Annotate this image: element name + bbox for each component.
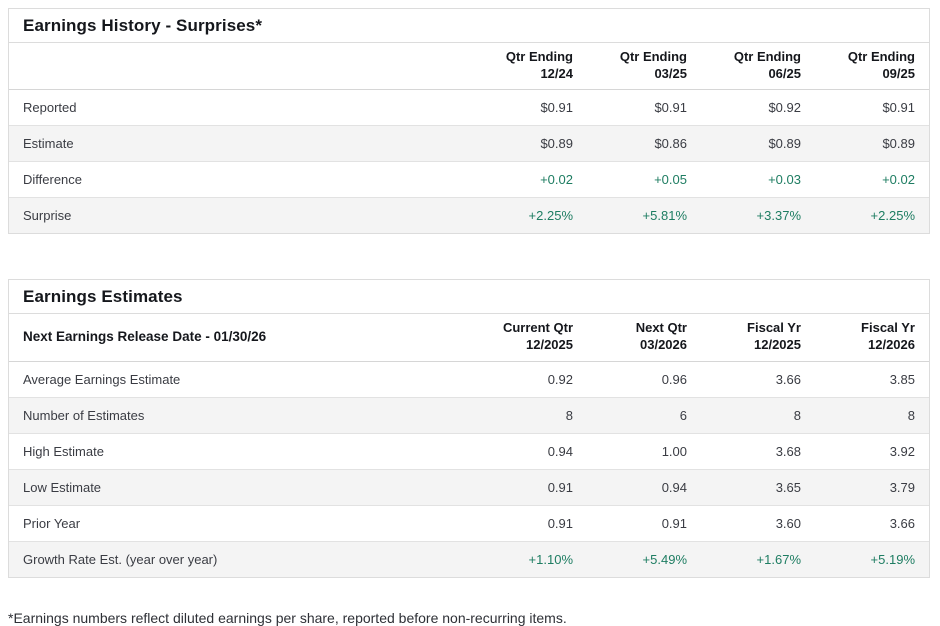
value-cell: +0.02 <box>473 161 587 199</box>
value-cell: 8 <box>473 397 587 434</box>
value-cell: 6 <box>587 397 701 434</box>
column-header-line2: 03/25 <box>654 65 687 81</box>
value-cell: 3.85 <box>815 361 929 398</box>
value-cell: $0.92 <box>701 89 815 127</box>
header-spacer <box>9 43 473 91</box>
earnings-estimates-card: Earnings Estimates Next Earnings Release… <box>8 279 930 578</box>
earnings-history-header-row: Qtr Ending 12/24 Qtr Ending 03/25 Qtr En… <box>9 43 929 91</box>
value-cell: $0.89 <box>701 125 815 163</box>
row-label: Estimate <box>9 125 473 163</box>
row-label: High Estimate <box>9 433 473 470</box>
value-cell: 8 <box>815 397 929 434</box>
table-row-number-of-estimates: Number of Estimates 8 6 8 8 <box>9 397 929 434</box>
value-cell: 8 <box>701 397 815 434</box>
value-cell: +0.03 <box>701 161 815 199</box>
value-cell: 3.66 <box>701 361 815 398</box>
row-label: Surprise <box>23 208 72 224</box>
value-cell: +1.10% <box>528 551 573 567</box>
value-cell: 3.92 <box>815 433 929 470</box>
value-cell: $0.91 <box>473 89 587 127</box>
value-cell: +3.37% <box>756 208 801 224</box>
column-header-line2: 06/25 <box>768 65 801 81</box>
value-cell: +2.25% <box>870 208 915 224</box>
column-header: Qtr Ending 09/25 <box>815 43 929 91</box>
value-cell: 0.91 <box>473 469 587 506</box>
value-cell: 3.65 <box>701 469 815 506</box>
column-header: Next Qtr 03/2026 <box>587 314 701 362</box>
column-header-line1: Fiscal Yr <box>861 320 915 336</box>
column-header-line1: Fiscal Yr <box>747 320 801 336</box>
column-header-line2: 12/2025 <box>754 336 801 352</box>
value-cell: 0.96 <box>587 361 701 398</box>
row-label: Number of Estimates <box>9 397 473 434</box>
row-label: Average Earnings Estimate <box>9 361 473 398</box>
row-label: Prior Year <box>9 505 473 542</box>
row-label: Growth Rate Est. (year over year) <box>23 551 218 567</box>
column-header: Fiscal Yr 12/2025 <box>701 314 815 362</box>
value-cell: 0.91 <box>587 505 701 542</box>
column-header-line2: 12/2026 <box>868 336 915 352</box>
column-header-line2: 03/2026 <box>640 336 687 352</box>
value-cell: 3.68 <box>701 433 815 470</box>
column-header-line1: Qtr Ending <box>847 49 915 64</box>
value-cell: $0.89 <box>815 125 929 163</box>
value-cell: 0.92 <box>473 361 587 398</box>
table-row-reported: Reported $0.91 $0.91 $0.92 $0.91 <box>9 89 929 127</box>
value-cell: 0.94 <box>587 469 701 506</box>
value-cell: $0.91 <box>587 89 701 127</box>
value-cell: +0.02 <box>815 161 929 199</box>
value-cell: +5.81% <box>642 208 687 224</box>
column-header: Qtr Ending 06/25 <box>701 43 815 91</box>
table-row-surprise: Surprise +2.25% +5.81% +3.37% +2.25% <box>9 197 929 234</box>
column-header: Qtr Ending 03/25 <box>587 43 701 91</box>
column-header: Current Qtr 12/2025 <box>473 314 587 362</box>
table-row-low-estimate: Low Estimate 0.91 0.94 3.65 3.79 <box>9 469 929 506</box>
column-header-line1: Next Qtr <box>635 320 687 336</box>
column-header: Fiscal Yr 12/2026 <box>815 314 929 362</box>
value-cell: +0.05 <box>587 161 701 199</box>
value-cell: $0.89 <box>473 125 587 163</box>
column-header: Qtr Ending 12/24 <box>473 43 587 91</box>
table-row-average-earnings-estimate: Average Earnings Estimate 0.92 0.96 3.66… <box>9 361 929 398</box>
next-earnings-release-date: Next Earnings Release Date - 01/30/26 <box>9 314 473 362</box>
table-row-difference: Difference +0.02 +0.05 +0.03 +0.02 <box>9 161 929 199</box>
earnings-footnote: *Earnings numbers reflect diluted earnin… <box>8 609 567 626</box>
earnings-estimates-header-row: Next Earnings Release Date - 01/30/26 Cu… <box>9 314 929 362</box>
column-header-line2: 12/2025 <box>526 336 573 352</box>
value-cell: +5.19% <box>870 551 915 567</box>
value-cell: $0.91 <box>815 89 929 127</box>
row-label: Low Estimate <box>9 469 473 506</box>
column-header-line1: Qtr Ending <box>733 49 801 64</box>
value-cell: $0.86 <box>587 125 701 163</box>
value-cell: 1.00 <box>587 433 701 470</box>
value-cell: +2.25% <box>528 208 573 224</box>
earnings-history-card: Earnings History - Surprises* Qtr Ending… <box>8 8 930 235</box>
column-header-line1: Qtr Ending <box>619 49 687 64</box>
value-cell: 0.91 <box>473 505 587 542</box>
value-cell: +1.67% <box>756 551 801 567</box>
table-row-prior-year: Prior Year 0.91 0.91 3.60 3.66 <box>9 505 929 542</box>
table-row-estimate: Estimate $0.89 $0.86 $0.89 $0.89 <box>9 125 929 163</box>
column-header-line2: 12/24 <box>540 65 573 81</box>
earnings-estimates-title: Earnings Estimates <box>9 280 929 315</box>
row-label: Difference <box>9 161 473 199</box>
table-row-growth-rate-est: Growth Rate Est. (year over year) +1.10%… <box>9 541 929 577</box>
table-row-high-estimate: High Estimate 0.94 1.00 3.68 3.92 <box>9 433 929 470</box>
earnings-history-title: Earnings History - Surprises* <box>9 9 929 43</box>
earnings-estimates-table: Next Earnings Release Date - 01/30/26 Cu… <box>9 314 929 577</box>
value-cell: 3.79 <box>815 469 929 506</box>
value-cell: 3.60 <box>701 505 815 542</box>
earnings-history-table: Qtr Ending 12/24 Qtr Ending 03/25 Qtr En… <box>9 43 929 234</box>
value-cell: +5.49% <box>642 551 687 567</box>
column-header-line1: Qtr Ending <box>505 49 573 64</box>
value-cell: 0.94 <box>473 433 587 470</box>
value-cell: 3.66 <box>815 505 929 542</box>
column-header-line1: Current Qtr <box>502 320 573 336</box>
column-header-line2: 09/25 <box>882 65 915 81</box>
row-label: Reported <box>9 89 473 127</box>
